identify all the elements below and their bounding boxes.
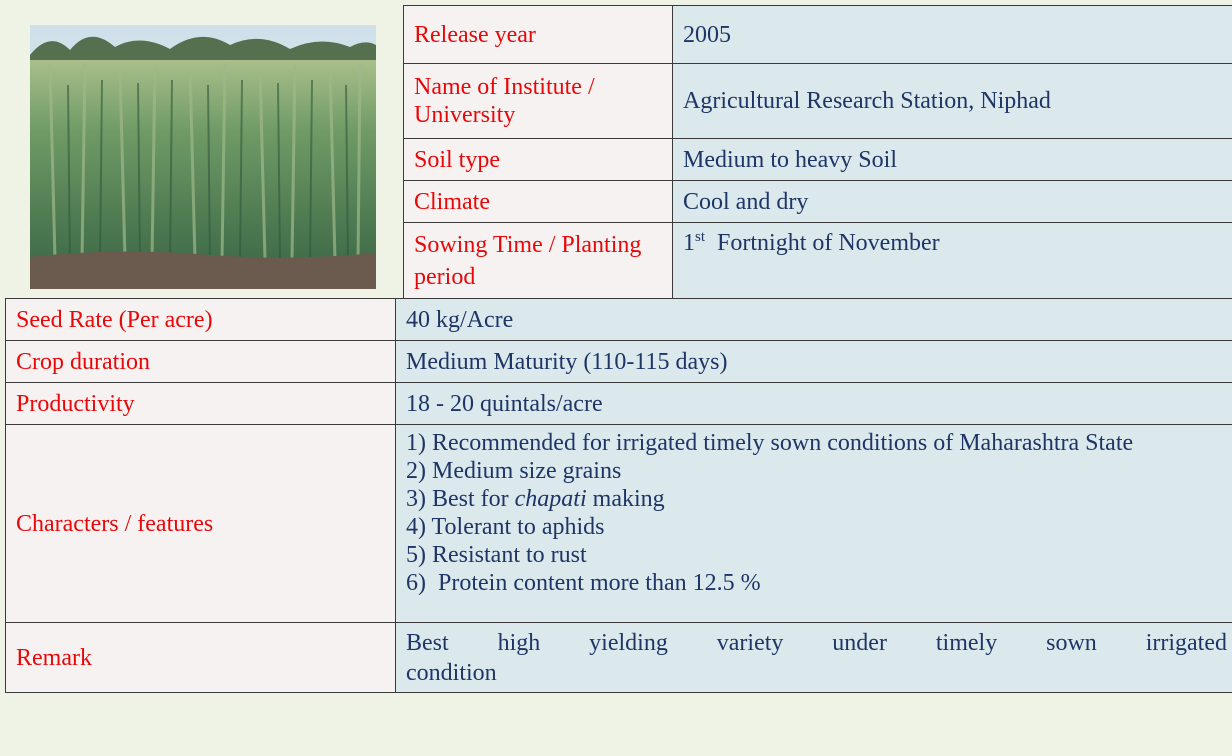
value: Cool and dry bbox=[673, 181, 1232, 223]
label: Characters / features bbox=[6, 425, 396, 623]
label: Release year bbox=[404, 6, 673, 64]
feature: 6) Protein content more than 12.5 % bbox=[406, 569, 1177, 597]
text: 3) Best for bbox=[406, 486, 515, 512]
value: Medium to heavy Soil bbox=[673, 139, 1232, 181]
bottom-table: Seed Rate (Per acre)40 kg/Acre Crop dura… bbox=[5, 298, 1232, 693]
text: making bbox=[587, 486, 665, 512]
label: Soil type bbox=[404, 139, 673, 181]
value: Best high yielding variety under timely … bbox=[396, 623, 1232, 693]
value: 18 - 20 quintals/acre bbox=[396, 383, 1232, 425]
value: 2005 bbox=[673, 6, 1232, 64]
label: Seed Rate (Per acre) bbox=[6, 299, 396, 341]
ordinal: 1 bbox=[683, 230, 695, 256]
row: Seed Rate (Per acre)40 kg/Acre bbox=[6, 299, 1232, 341]
row: Characters / features 1) Recommended for… bbox=[6, 425, 1232, 623]
page: Release year2005 Name of Institute / Uni… bbox=[0, 0, 1232, 756]
feature: 2) Medium size grains bbox=[406, 457, 1177, 485]
value: Agricultural Research Station, Niphad bbox=[673, 64, 1232, 139]
value-text: Fortnight of November bbox=[717, 230, 940, 256]
feature-list: 1) Recommended for irrigated timely sown… bbox=[396, 425, 1232, 623]
label: Crop duration bbox=[6, 341, 396, 383]
feature: 4) Tolerant to aphids bbox=[406, 513, 1177, 541]
feature: 3) Best for chapati making bbox=[406, 485, 1177, 513]
label: Remark bbox=[6, 623, 396, 693]
value: 40 kg/Acre bbox=[396, 299, 1232, 341]
label: Productivity bbox=[6, 383, 396, 425]
crop-photo bbox=[30, 25, 376, 289]
value: Medium Maturity (110-115 days) bbox=[396, 341, 1232, 383]
remark-line: condition bbox=[406, 658, 1227, 688]
label: Climate bbox=[404, 181, 673, 223]
label: Name of Institute / University bbox=[404, 64, 673, 139]
row: Remark Best high yielding variety under t… bbox=[6, 623, 1232, 693]
value: 1st Fortnight of November bbox=[673, 223, 1232, 299]
ordinal-suffix: st bbox=[695, 229, 705, 245]
label: Sowing Time / Planting period bbox=[404, 223, 673, 299]
feature: 5) Resistant to rust bbox=[406, 541, 1177, 569]
feature: 1) Recommended for irrigated timely sown… bbox=[406, 429, 1177, 457]
remark-line: Best high yielding variety under timely … bbox=[406, 628, 1227, 658]
italic-text: chapati bbox=[515, 486, 587, 512]
